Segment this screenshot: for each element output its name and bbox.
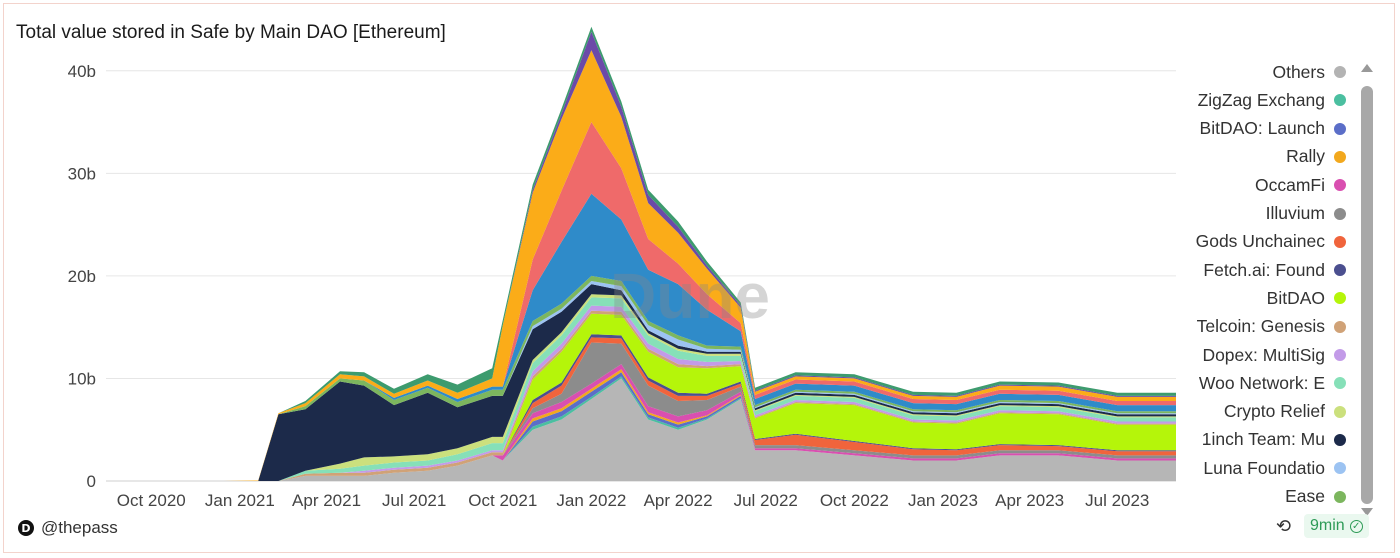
legend-item[interactable]: Others (1186, 60, 1346, 84)
legend-label: OccamFi (1255, 174, 1325, 195)
legend-label: Luna Foundatio (1203, 457, 1325, 478)
x-tick-label: Jul 2023 (1085, 491, 1149, 510)
y-tick-label: 20b (68, 267, 96, 286)
legend-dot (1334, 207, 1346, 220)
refresh-icon[interactable]: ⟲ (1276, 516, 1292, 537)
legend-dot (1334, 292, 1346, 305)
check-circle-icon: ✓ (1349, 519, 1363, 533)
legend-dot (1334, 405, 1346, 418)
legend-dot (1334, 94, 1346, 107)
legend-item[interactable]: ZigZag Exchang (1186, 88, 1346, 112)
legend-item[interactable]: OccamFi (1186, 173, 1346, 197)
legend-label: Gods Unchainec (1195, 231, 1325, 252)
x-tick-label: Jul 2021 (382, 491, 446, 510)
x-tick-label: Oct 2022 (820, 491, 889, 510)
y-tick-label: 40b (68, 62, 96, 81)
freshness-text: 9min (1310, 517, 1345, 534)
legend-label: BitDAO: Launch (1199, 118, 1325, 139)
legend-label: Crypto Relief (1223, 401, 1325, 422)
legend-label: Illuvium (1265, 203, 1325, 223)
legend-scrollbar[interactable] (1358, 60, 1376, 516)
dune-watermark: Dune (610, 260, 770, 332)
legend-item[interactable]: Illuvium (1186, 202, 1346, 226)
legend-dot (1334, 122, 1346, 135)
legend-item[interactable]: Gods Unchainec (1186, 230, 1346, 254)
legend: Others ZigZag Exchang BitDAO: Launch Rally O… (1186, 60, 1346, 526)
legend-dot (1334, 349, 1346, 361)
area-series (106, 313, 1176, 481)
legend-label: Ease (1285, 486, 1325, 506)
legend-item[interactable]: 1inch Team: Mu (1186, 428, 1346, 452)
legend-dot (1334, 179, 1346, 192)
author-name: @thepass (41, 518, 118, 537)
legend-item[interactable]: Woo Network: E (1186, 371, 1346, 395)
legend-item[interactable]: Luna Foundatio (1186, 456, 1346, 480)
legend-item[interactable]: Telcoin: Genesis (1186, 315, 1346, 339)
freshness-badge[interactable]: 9min ✓ (1304, 514, 1369, 538)
legend-item[interactable]: Dopex: MultiSig (1186, 343, 1346, 367)
legend-item[interactable]: Rally (1186, 145, 1346, 169)
legend-dot (1334, 235, 1346, 248)
y-tick-label: 0 (87, 472, 96, 491)
scroll-down-arrow-icon[interactable] (1361, 508, 1373, 516)
legend-item[interactable]: Ease (1186, 485, 1346, 509)
x-tick-label: Apr 2021 (292, 491, 361, 510)
x-tick-label: Oct 2021 (468, 491, 537, 510)
legend-label: Others (1272, 61, 1325, 82)
x-tick-label: Jan 2023 (908, 491, 978, 510)
scroll-thumb[interactable] (1361, 86, 1373, 504)
legend-label: Telcoin: Genesis (1196, 316, 1325, 337)
x-tick-label: Jan 2022 (556, 491, 626, 510)
y-tick-label: 10b (68, 369, 96, 388)
x-tick-label: Jul 2022 (734, 491, 798, 510)
x-tick-label: Apr 2023 (995, 491, 1064, 510)
legend-dot (1334, 490, 1346, 503)
legend-label: Woo Network: E (1198, 372, 1325, 393)
legend-label: ZigZag Exchang (1197, 89, 1325, 110)
legend-item[interactable]: Crypto Relief (1186, 400, 1346, 424)
legend-item[interactable]: BitDAO: Launch (1186, 117, 1346, 141)
dune-profile-icon: D (18, 520, 34, 536)
legend-dot (1334, 320, 1346, 333)
scroll-up-arrow-icon[interactable] (1361, 64, 1373, 72)
x-tick-label: Jan 2021 (205, 491, 275, 510)
area-series (106, 284, 1176, 481)
legend-label: BitDAO (1266, 287, 1325, 308)
legend-label: Dopex: MultiSig (1202, 344, 1325, 365)
x-tick-label: Apr 2022 (644, 491, 713, 510)
x-tick-label: Oct 2020 (117, 491, 186, 510)
author-link[interactable]: D @thepass (18, 518, 118, 538)
legend-dot (1334, 66, 1346, 78)
legend-label: Rally (1286, 146, 1325, 167)
legend-dot (1334, 377, 1346, 390)
legend-dot (1334, 150, 1346, 163)
legend-dot (1334, 264, 1346, 277)
legend-item[interactable]: BitDAO (1186, 286, 1346, 310)
chart-title: Total value stored in Safe by Main DAO [… (16, 22, 446, 43)
legend-dot (1334, 462, 1346, 475)
legend-label: Fetch.ai: Found (1203, 259, 1325, 280)
area-series (106, 378, 1176, 481)
legend-label: 1inch Team: Mu (1201, 429, 1325, 450)
legend-dot (1334, 433, 1346, 446)
y-tick-label: 30b (68, 164, 96, 183)
legend-item[interactable]: Fetch.ai: Found (1186, 258, 1346, 282)
